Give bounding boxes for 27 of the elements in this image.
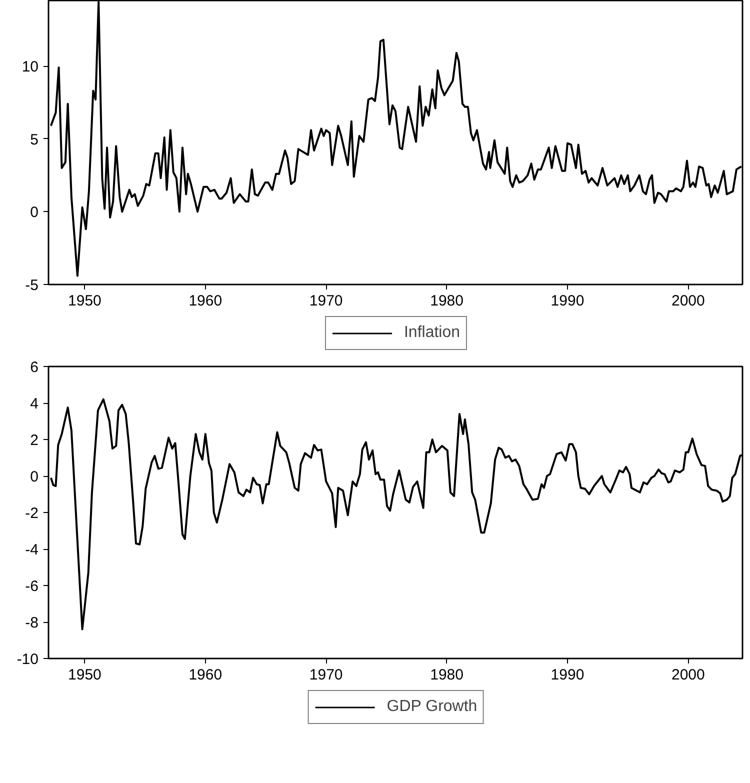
y-tick-label: -6 bbox=[25, 578, 39, 595]
y-tick-label: -10 bbox=[16, 651, 39, 668]
y-tick-label: -8 bbox=[25, 614, 39, 632]
x-tick-label: 1960 bbox=[188, 292, 222, 310]
y-tick-label: 6 bbox=[30, 359, 38, 376]
x-tick-label: 2000 bbox=[672, 292, 705, 310]
x-tick-label: 1950 bbox=[68, 666, 102, 684]
y-tick-label: -4 bbox=[25, 542, 39, 558]
x-tick-label: 1980 bbox=[430, 666, 464, 684]
y-tick-label: 10 bbox=[22, 58, 39, 76]
x-tick-label: 1980 bbox=[430, 292, 464, 310]
y-tick-label: 4 bbox=[30, 396, 38, 412]
y-tick-label: 5 bbox=[30, 131, 38, 148]
y-tick-label: 0 bbox=[30, 204, 38, 222]
legend-label: Inflation bbox=[404, 324, 460, 342]
x-tick-label: 1960 bbox=[188, 666, 222, 684]
x-tick-label: 2000 bbox=[672, 666, 705, 684]
x-tick-label: 1970 bbox=[309, 292, 343, 310]
x-tick-label: 1950 bbox=[68, 292, 102, 310]
x-tick-label: 1990 bbox=[550, 292, 584, 310]
y-tick-label: -2 bbox=[25, 505, 39, 522]
y-tick-label: -5 bbox=[25, 277, 39, 294]
x-tick-label: 1970 bbox=[309, 666, 343, 684]
x-tick-label: 1990 bbox=[550, 666, 584, 684]
y-tick-label: 0 bbox=[30, 468, 38, 486]
legend-label: GDP Growth bbox=[386, 698, 478, 716]
y-tick-label: 2 bbox=[30, 432, 38, 449]
